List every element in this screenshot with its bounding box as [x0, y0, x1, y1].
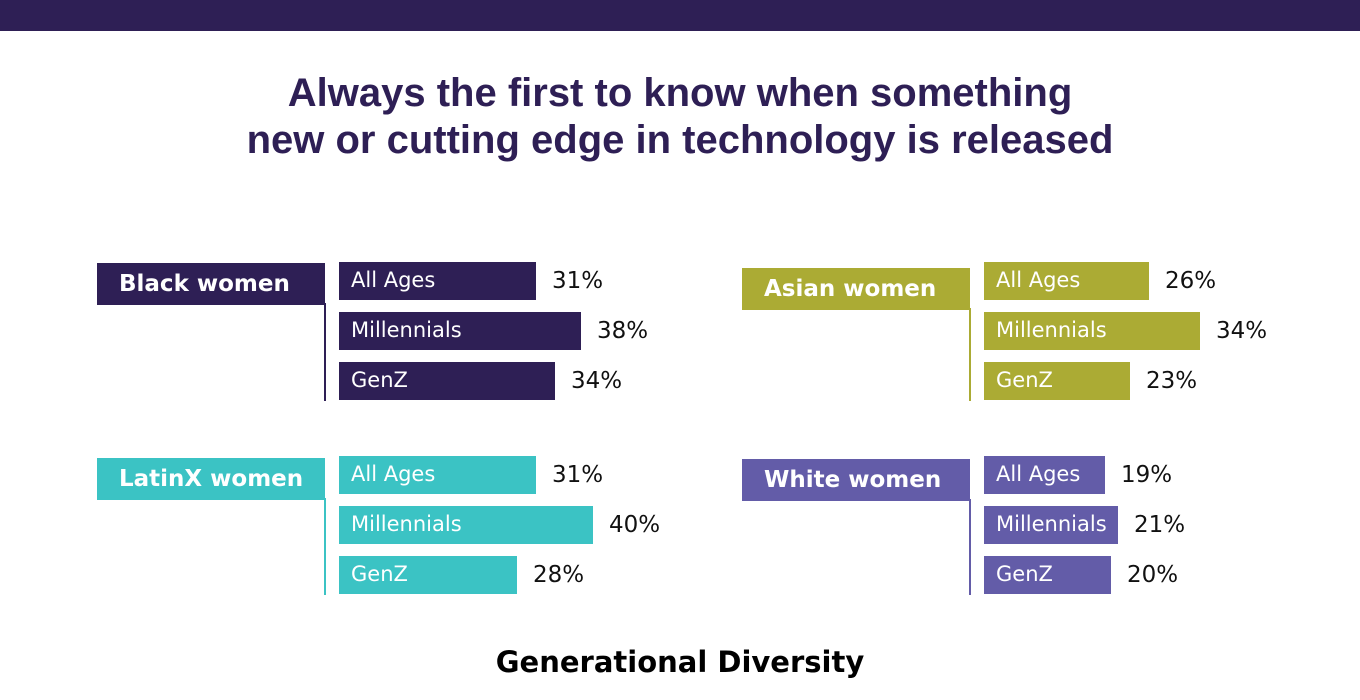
group-label-latinx-women: LatinX women	[97, 458, 325, 500]
value-label-asian-women-genz: 23%	[1146, 368, 1198, 394]
value-label-white-women-millennials: 21%	[1134, 512, 1186, 538]
chart-footer: Generational Diversity	[495, 645, 865, 679]
value-label-white-women-genz: 20%	[1127, 562, 1179, 588]
panel-black-women: Black women All Ages 31% Millennials 38% GenZ…	[97, 262, 697, 412]
bar-latinx-women-all-ages: All Ages	[339, 456, 536, 494]
group-label-white-women: White women	[742, 459, 970, 501]
bar-white-women-all-ages: All Ages	[984, 456, 1105, 494]
panel-white-women: White women All Ages 19% Millennials 21% GenZ…	[742, 456, 1342, 606]
panel-latinx-women: LatinX women All Ages 31% Millennials 40% Gen…	[97, 456, 697, 606]
value-label-black-women-millennials: 38%	[597, 318, 649, 344]
value-label-asian-women-millennials: 34%	[1216, 318, 1268, 344]
panel-asian-women: Asian women All Ages 26% Millennials 34% GenZ…	[742, 262, 1342, 412]
chart-title-line-1: Always the first to know when something	[287, 71, 1073, 115]
connector-line-latinx-women	[324, 498, 326, 595]
value-label-black-women-all-ages: 31%	[552, 268, 604, 294]
connector-line-black-women	[324, 303, 326, 401]
value-label-asian-women-all-ages: 26%	[1165, 268, 1217, 294]
bar-asian-women-millennials: Millennials	[984, 312, 1200, 350]
bar-black-women-genz: GenZ	[339, 362, 555, 400]
bar-black-women-all-ages: All Ages	[339, 262, 536, 300]
bar-white-women-genz: GenZ	[984, 556, 1111, 594]
top-band	[0, 0, 1360, 31]
value-label-black-women-genz: 34%	[571, 368, 623, 394]
bar-asian-women-genz: GenZ	[984, 362, 1130, 400]
bar-white-women-millennials: Millennials	[984, 506, 1118, 544]
bar-latinx-women-genz: GenZ	[339, 556, 517, 594]
bar-asian-women-all-ages: All Ages	[984, 262, 1149, 300]
group-label-black-women: Black women	[97, 263, 325, 305]
connector-line-asian-women	[969, 308, 971, 401]
bar-black-women-millennials: Millennials	[339, 312, 581, 350]
value-label-white-women-all-ages: 19%	[1121, 462, 1173, 488]
bar-latinx-women-millennials: Millennials	[339, 506, 593, 544]
value-label-latinx-women-millennials: 40%	[609, 512, 661, 538]
group-label-asian-women: Asian women	[742, 268, 970, 310]
chart-title: Always the first to know when something …	[0, 70, 1360, 164]
value-label-latinx-women-genz: 28%	[533, 562, 585, 588]
chart-title-line-2: new or cutting edge in technology is rel…	[246, 118, 1114, 162]
connector-line-white-women	[969, 499, 971, 595]
value-label-latinx-women-all-ages: 31%	[552, 462, 604, 488]
